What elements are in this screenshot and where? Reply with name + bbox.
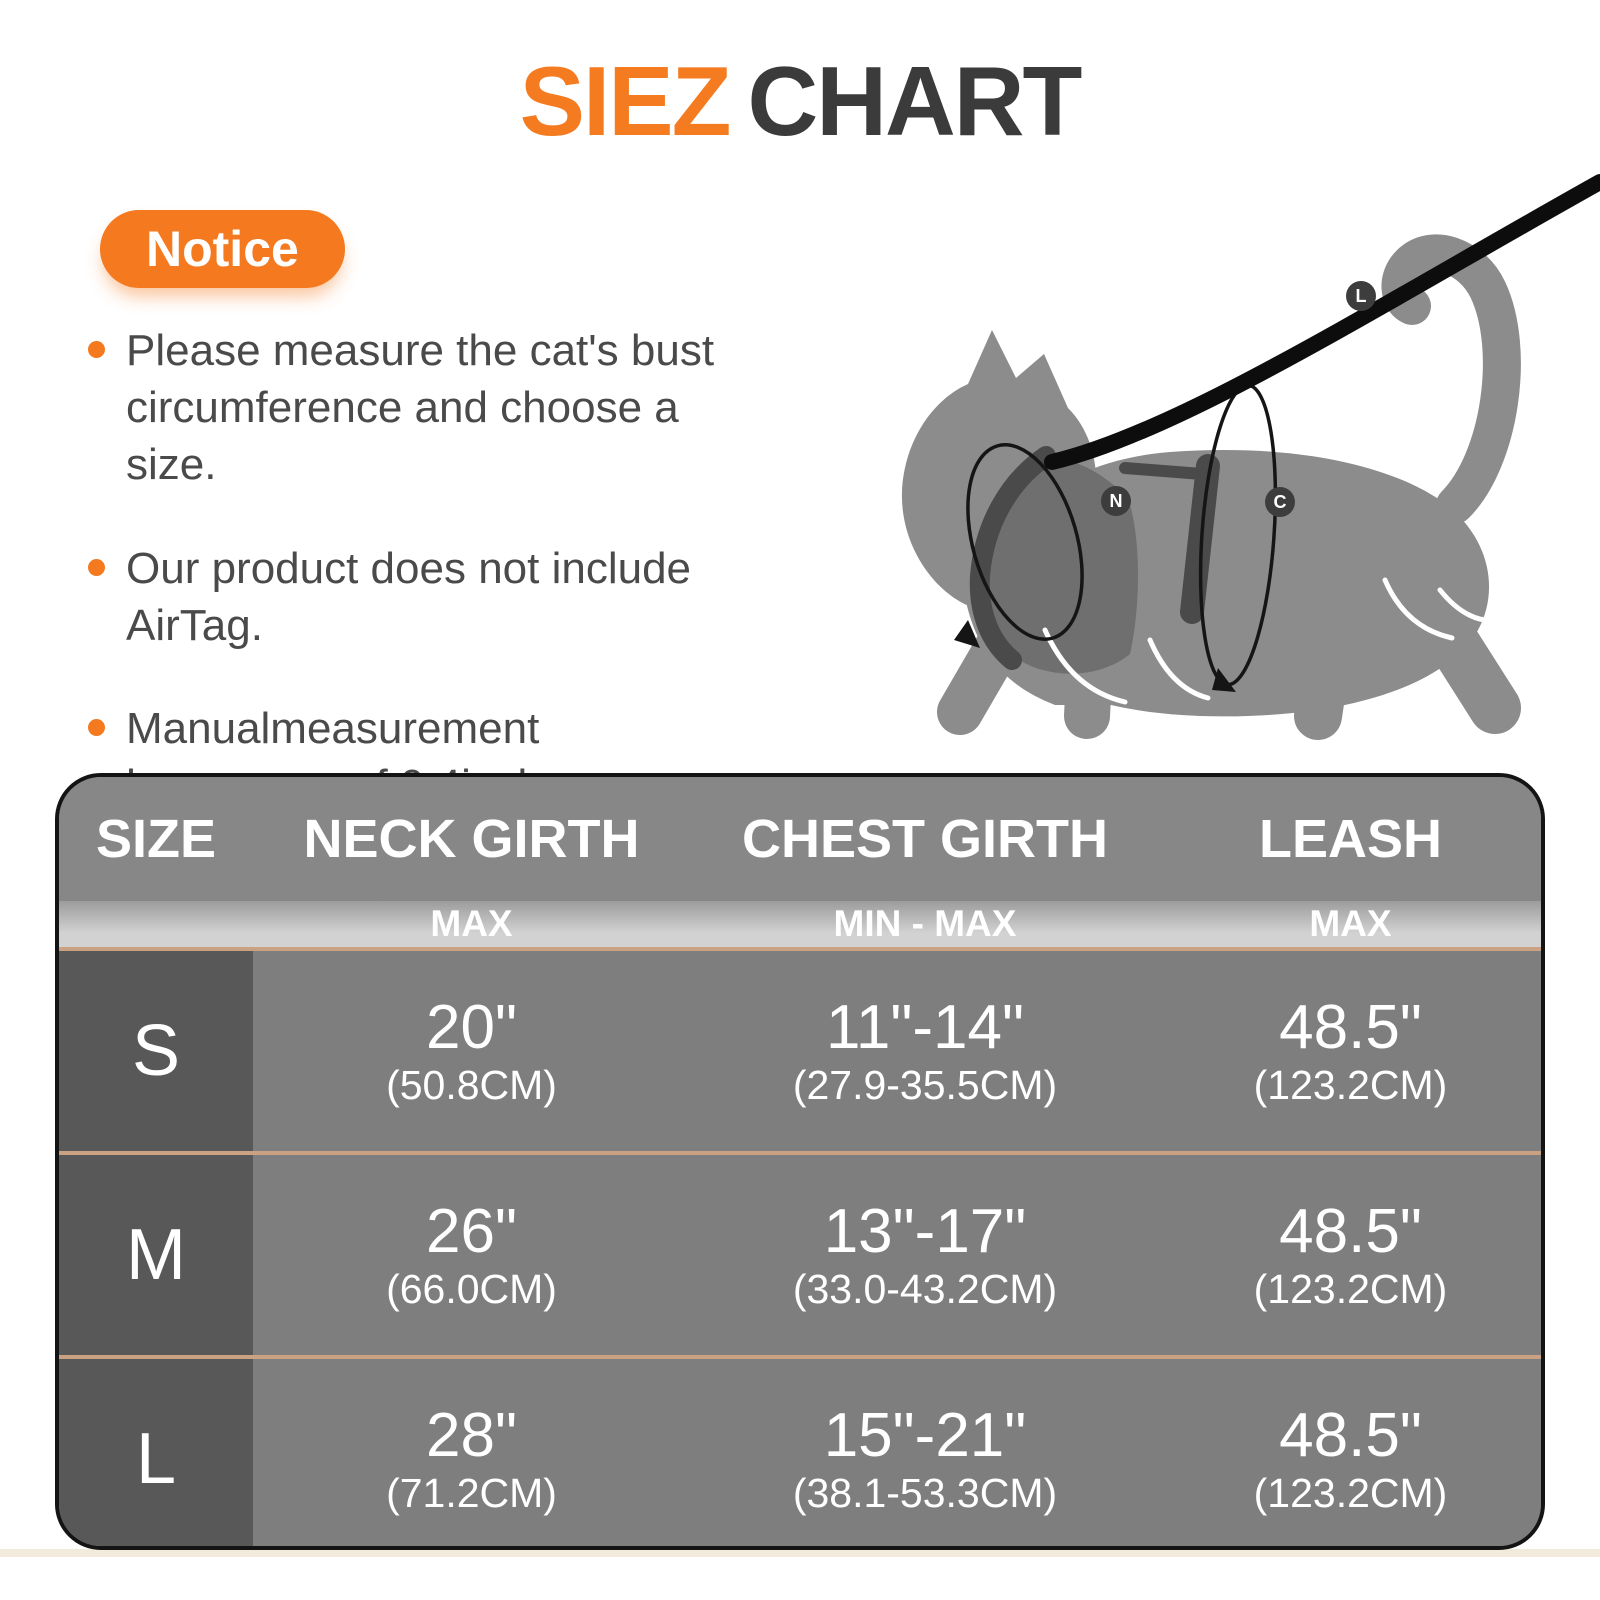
neck-measure-loop (954, 443, 1084, 648)
bullet-dot-icon (88, 718, 105, 736)
notice-badge-label: Notice (146, 221, 299, 277)
leash-cell: 48.5" (123.2CM) (1160, 1359, 1541, 1546)
page-title-rest: CHART (747, 46, 1082, 156)
table-header-row: SIZE NECK GIRTH CHEST GIRTH LEASH (59, 777, 1541, 901)
neck-girth-cm: (71.2CM) (386, 1469, 557, 1516)
table-row-size-s: S 20" (50.8CM) 11"-14" (27.9-35.5CM) 48.… (59, 947, 1541, 1151)
bullet-dot-icon (88, 558, 105, 576)
column-header-size: SIZE (95, 809, 217, 869)
marker-neck-label: N (1110, 491, 1123, 511)
neck-measure-arrow-icon (954, 620, 980, 648)
cat-harness-illustration: N C L (901, 174, 1600, 740)
column-header-leash: LEASH (1258, 809, 1442, 869)
neck-girth-cell: 26" (66.0CM) (253, 1155, 690, 1355)
bullet-dot-icon (88, 341, 105, 358)
chest-girth-cm: (27.9-35.5CM) (792, 1061, 1058, 1108)
table-row-size-l: L 28" (71.2CM) 15"-21" (38.1-53.3CM) 48.… (59, 1355, 1541, 1546)
size-chart-table: SIZE NECK GIRTH CHEST GIRTH LEASH MAX MI… (55, 773, 1545, 1550)
neck-girth-inches: 20" (426, 992, 517, 1062)
size-label: M (59, 1155, 253, 1355)
leash-inches: 48.5" (1279, 1196, 1422, 1266)
marker-chest-label: C (1274, 492, 1287, 512)
notice-badge: Notice (100, 210, 345, 288)
cat-tail (1381, 234, 1521, 524)
leash-cm: (123.2CM) (1253, 1061, 1448, 1108)
page-title: SIEZ CHART (0, 50, 1600, 153)
neck-girth-cell: 28" (71.2CM) (253, 1359, 690, 1546)
subheader-leash-max: MAX (1309, 903, 1392, 944)
marker-neck: N (1101, 486, 1131, 516)
leash-inches: 48.5" (1279, 1400, 1422, 1470)
neck-girth-inches: 26" (426, 1196, 517, 1266)
chest-girth-cm: (33.0-43.2CM) (792, 1265, 1058, 1312)
table-subheader-row: MAX MIN - MAX MAX (59, 901, 1541, 947)
notice-item-text: Please measure the cat's bust circumfere… (126, 326, 715, 490)
chest-girth-cell: 15"-21" (38.1-53.3CM) (690, 1359, 1160, 1546)
chest-girth-cell: 13"-17" (33.0-43.2CM) (690, 1155, 1160, 1355)
leash-cell: 48.5" (123.2CM) (1160, 1155, 1541, 1355)
leash-line (1044, 174, 1600, 470)
marker-leash-label: L (1356, 286, 1367, 306)
leash-inches: 48.5" (1279, 992, 1422, 1062)
table-row-size-m: M 26" (66.0CM) 13"-17" (33.0-43.2CM) 48.… (59, 1151, 1541, 1355)
notice-item: Our product does not include AirTag. (88, 540, 738, 654)
size-label: L (59, 1359, 253, 1546)
chest-girth-inches: 13"-17" (823, 1196, 1027, 1266)
leash-cell: 48.5" (123.2CM) (1160, 951, 1541, 1151)
chest-girth-inches: 11"-14" (826, 992, 1024, 1062)
fur-accent-lines (1042, 577, 1498, 705)
harness-back-strap (1119, 462, 1208, 480)
size-label: S (59, 951, 253, 1151)
harness-vest (981, 459, 1138, 674)
neck-girth-cm: (66.0CM) (386, 1265, 557, 1312)
cat-hind-leg-forward (1294, 598, 1356, 740)
neck-girth-cm: (50.8CM) (386, 1061, 557, 1108)
subheader-chest-min-max: MIN - MAX (833, 903, 1017, 944)
page-title-highlight: SIEZ (519, 46, 732, 156)
chest-girth-inches: 15"-21" (823, 1400, 1027, 1470)
leash-cm: (123.2CM) (1253, 1469, 1448, 1516)
table-bottom-strip (0, 1549, 1600, 1557)
column-header-chest-girth: CHEST GIRTH (741, 809, 1108, 869)
leash-cm: (123.2CM) (1253, 1265, 1448, 1312)
subheader-neck-max: MAX (430, 903, 513, 944)
notice-item-text: Our product does not include AirTag. (126, 543, 692, 650)
marker-leash: L (1346, 281, 1376, 311)
notice-item: Please measure the cat's bust circumfere… (88, 322, 738, 494)
neck-girth-cell: 20" (50.8CM) (253, 951, 690, 1151)
chest-girth-cell: 11"-14" (27.9-35.5CM) (690, 951, 1160, 1151)
subheader-empty (59, 901, 253, 947)
chest-measure-arrow-icon (1212, 668, 1236, 692)
marker-chest: C (1265, 487, 1295, 517)
chest-girth-cm: (38.1-53.3CM) (792, 1469, 1058, 1516)
neck-girth-inches: 28" (426, 1400, 517, 1470)
column-header-neck-girth: NECK GIRTH (303, 809, 640, 869)
